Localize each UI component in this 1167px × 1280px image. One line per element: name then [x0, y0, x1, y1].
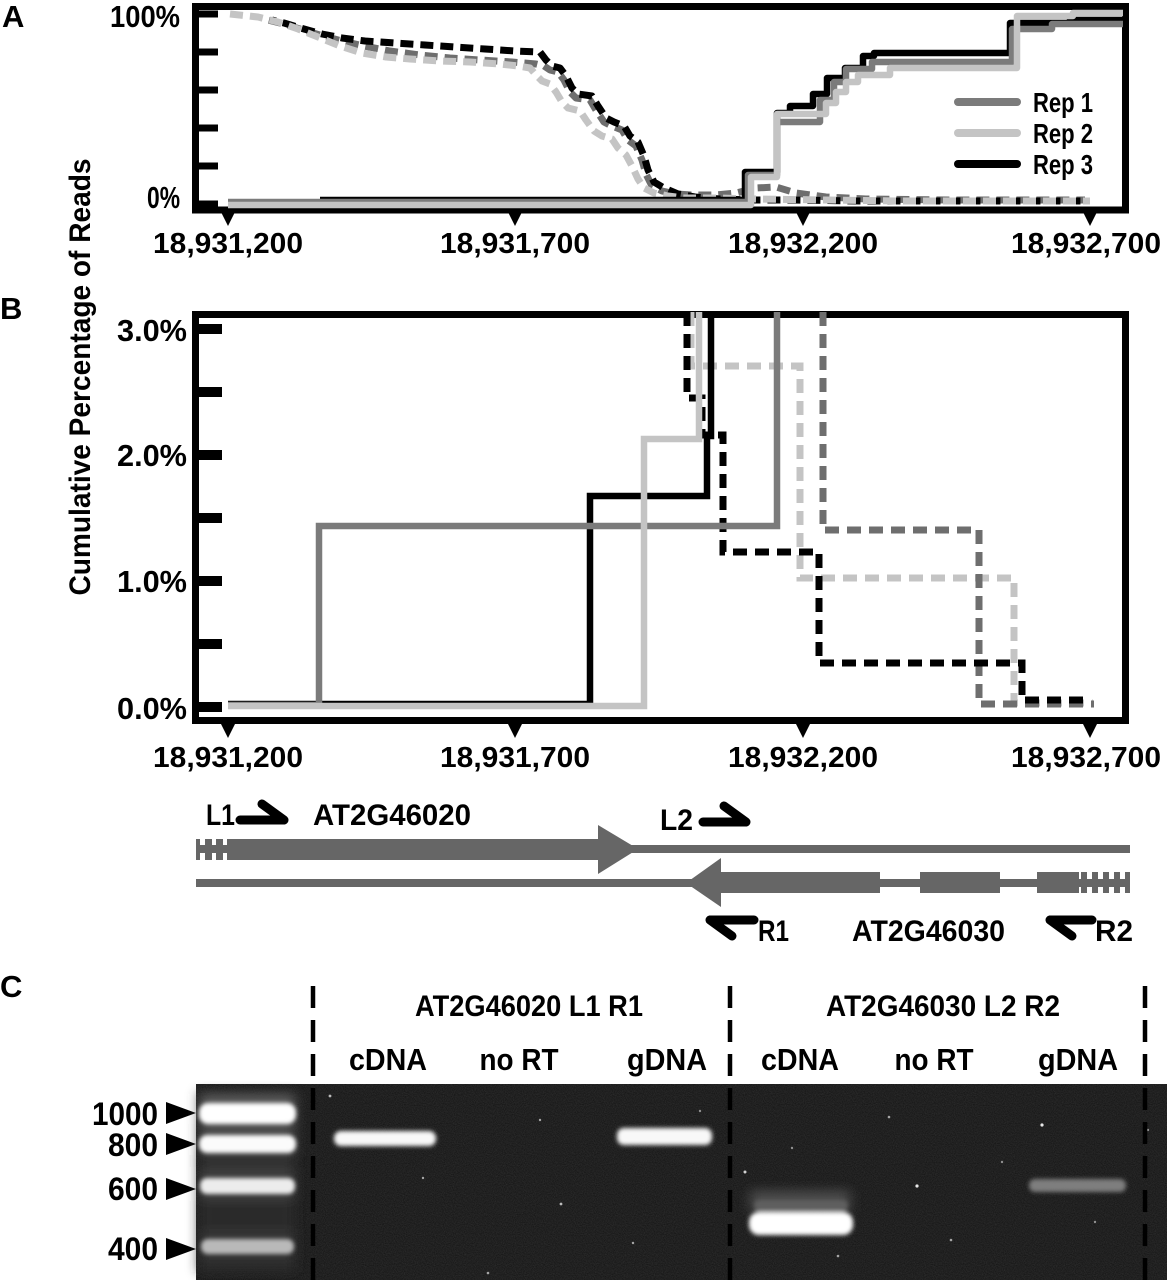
svg-text:AT2G46020 L1 R1: AT2G46020 L1 R1 [415, 990, 643, 1023]
svg-text:A: A [2, 0, 24, 34]
svg-text:0.0%: 0.0% [117, 691, 187, 726]
svg-text:18,932,200: 18,932,200 [728, 742, 878, 774]
svg-text:cDNA: cDNA [761, 1042, 839, 1077]
svg-text:R1: R1 [758, 915, 789, 948]
svg-text:L1: L1 [206, 799, 235, 832]
svg-text:3.0%: 3.0% [117, 313, 187, 348]
svg-text:Rep 3: Rep 3 [1033, 149, 1093, 180]
svg-text:Rep 1: Rep 1 [1033, 87, 1093, 118]
svg-text:AT2G46030 L2 R2: AT2G46030 L2 R2 [826, 990, 1060, 1023]
svg-text:gDNA: gDNA [1038, 1042, 1118, 1077]
svg-text:no RT: no RT [895, 1042, 974, 1077]
svg-text:Cumulative Percentage of Reads: Cumulative Percentage of Reads [64, 159, 97, 596]
svg-text:800: 800 [108, 1127, 158, 1163]
svg-text:0%: 0% [147, 180, 180, 215]
svg-text:AT2G46020: AT2G46020 [313, 799, 471, 832]
svg-text:18,932,200: 18,932,200 [728, 228, 878, 260]
svg-text:18,931,700: 18,931,700 [440, 742, 590, 774]
svg-text:C: C [0, 969, 22, 1004]
svg-text:L2: L2 [660, 804, 693, 837]
svg-text:1000: 1000 [92, 1096, 158, 1132]
svg-text:600: 600 [108, 1171, 158, 1207]
svg-text:cDNA: cDNA [349, 1042, 427, 1077]
svg-text:2.0%: 2.0% [117, 438, 187, 473]
svg-text:no RT: no RT [480, 1042, 559, 1077]
svg-text:R2: R2 [1095, 915, 1133, 948]
svg-text:18,932,700: 18,932,700 [1011, 742, 1161, 774]
svg-text:18,931,200: 18,931,200 [153, 228, 303, 260]
svg-text:1.0%: 1.0% [117, 564, 187, 599]
svg-text:18,931,200: 18,931,200 [153, 742, 303, 774]
svg-text:18,931,700: 18,931,700 [440, 228, 590, 260]
svg-text:18,932,700: 18,932,700 [1011, 228, 1161, 260]
svg-text:Rep 2: Rep 2 [1033, 118, 1093, 149]
svg-text:AT2G46030: AT2G46030 [852, 915, 1005, 948]
svg-text:100%: 100% [110, 0, 180, 34]
svg-text:gDNA: gDNA [627, 1042, 707, 1077]
svg-text:400: 400 [108, 1231, 158, 1267]
svg-text:B: B [0, 291, 22, 326]
